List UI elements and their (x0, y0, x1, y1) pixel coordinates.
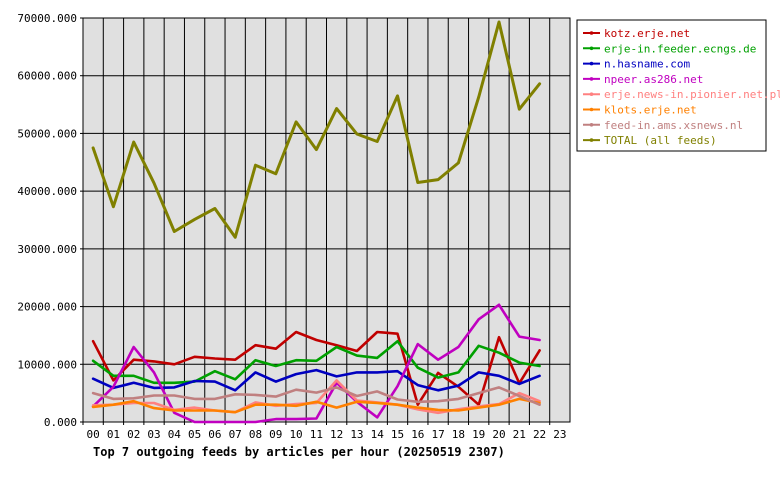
y-tick-label: 50000.000 (17, 127, 77, 140)
legend: kotz.erje.net erje-in.feeder.ecngs.de n.ha… (576, 19, 780, 152)
legend-marker (589, 123, 594, 127)
x-tick-label: 21 (513, 428, 526, 441)
legend-marker (589, 92, 594, 96)
series-line (91, 303, 541, 424)
x-tick-label: 06 (208, 428, 221, 441)
x-tick-label: 00 (87, 428, 100, 441)
legend-label: n.hasname.com (604, 58, 690, 71)
x-tick-label: 09 (269, 428, 282, 441)
legend-label: npeer.as286.net (604, 73, 703, 86)
x-tick-label: 12 (330, 428, 343, 441)
legend-marker (589, 107, 594, 112)
y-tick-label: 10000.000 (17, 358, 77, 371)
legend-label: erje.news-in.pionier.net.pl (604, 88, 780, 101)
x-tick-label: 20 (492, 428, 505, 441)
x-tick-label: 22 (533, 428, 546, 441)
x-tick-label: 14 (371, 428, 385, 441)
series-line (91, 339, 541, 385)
x-tick-label: 11 (310, 428, 323, 441)
x-tick-label: 07 (229, 428, 242, 441)
series-line (91, 368, 541, 392)
x-tick-label: 05 (188, 428, 201, 441)
series-line (91, 397, 541, 414)
x-tick-label: 18 (452, 428, 465, 441)
legend-marker (589, 31, 594, 35)
legend-label: kotz.erje.net (604, 27, 690, 40)
y-tick-label: 70000.000 (17, 12, 77, 25)
y-tick-label: 40000.000 (17, 185, 77, 198)
y-tick-label: 0.000 (44, 416, 77, 429)
y-axis-ticks: 0.000 10000.000 20000.000 30000.000 40000.00… (17, 12, 83, 429)
legend-box (576, 19, 767, 152)
x-tick-label: 08 (249, 428, 262, 441)
series-line (91, 330, 541, 407)
x-tick-label: 10 (289, 428, 302, 441)
x-tick-label: 01 (107, 428, 120, 441)
series-line (91, 20, 542, 239)
series-lines (91, 20, 542, 424)
legend-label: erje-in.feeder.ecngs.de (604, 42, 756, 55)
x-tick-label: 17 (431, 428, 444, 441)
chart-title: Top 7 outgoing feeds by articles per hou… (93, 445, 505, 459)
x-tick-label: 15 (391, 428, 404, 441)
grid-lines (83, 18, 570, 422)
x-tick-label: 03 (147, 428, 160, 441)
x-tick-label: 23 (553, 428, 566, 441)
legend-label: TOTAL (all feeds) (604, 134, 717, 147)
x-axis-ticks: 00 01 02 03 04 05 06 07 08 09 10 11 12 13 14 15 16 17 18 19… (82, 422, 566, 441)
legend-marker (589, 61, 594, 66)
series-line (91, 386, 541, 407)
x-tick-label: 16 (411, 428, 424, 441)
legend-marker (589, 138, 594, 142)
y-tick-label: 60000.000 (17, 70, 77, 83)
legend-label: feed-in.ams.xsnews.nl (604, 119, 743, 132)
x-tick-label: 13 (350, 428, 363, 441)
legend-label: klots.erje.net (604, 104, 697, 117)
y-tick-label: 20000.000 (17, 301, 77, 314)
x-tick-label: 19 (472, 428, 485, 441)
y-tick-label: 30000.000 (17, 243, 77, 256)
x-tick-label: 04 (168, 428, 182, 441)
x-tick-label: 02 (127, 428, 140, 441)
legend-marker (589, 46, 594, 51)
legend-marker (589, 77, 594, 81)
